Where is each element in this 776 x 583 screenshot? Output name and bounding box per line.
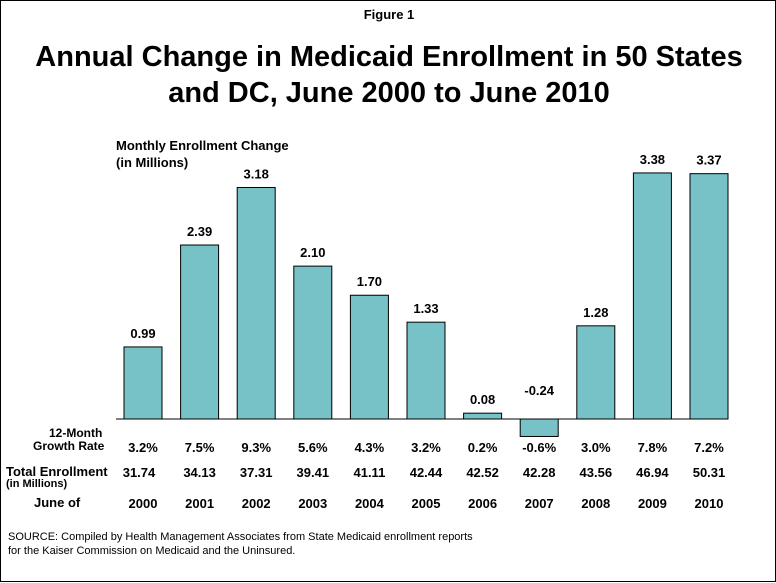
source-note: SOURCE: Compiled by Health Management As… (8, 530, 568, 558)
bar-2008 (576, 325, 616, 420)
growth-rate-2005: 3.2% (411, 440, 441, 455)
total-enrollment-2007: 42.28 (523, 465, 556, 480)
chart-title-line-1: Annual Change in Medicaid Enrollment in … (35, 41, 743, 73)
growth-rate-2008: 3.0% (581, 440, 611, 455)
data-label-2009: 3.38 (640, 152, 665, 167)
bar-2009 (632, 172, 672, 420)
x-tick-2000: 2000 (129, 496, 158, 511)
total-enrollment-2006: 42.52 (466, 465, 499, 480)
data-label-2000: 0.99 (130, 326, 155, 341)
growth-rate-2003: 5.6% (298, 440, 328, 455)
x-tick-2008: 2008 (581, 496, 610, 511)
x-tick-2002: 2002 (242, 496, 271, 511)
total-enrollment-2002: 37.31 (240, 465, 273, 480)
data-label-2001: 2.39 (187, 224, 212, 239)
y-axis-label-line-2: (in Millions) (116, 155, 189, 170)
bar-2007 (519, 418, 559, 437)
data-label-2003: 2.10 (300, 245, 325, 260)
x-tick-2004: 2004 (355, 496, 385, 511)
figure-label: Figure 1 (363, 7, 415, 22)
bar-2004 (349, 294, 389, 420)
x-tick-2003: 2003 (298, 496, 327, 511)
x-tick-2007: 2007 (525, 496, 554, 511)
data-label-2007: -0.24 (524, 383, 554, 398)
data-label-2004: 1.70 (357, 274, 382, 289)
growth-rate-2010: 7.2% (694, 440, 724, 455)
total-enrollment-2001: 34.13 (183, 465, 216, 480)
data-label-2002: 3.18 (244, 166, 269, 181)
growth-rate-label-line-2: Growth Rate (33, 439, 105, 453)
growth-rate-2007: -0.6% (522, 440, 556, 455)
growth-rate-2001: 7.5% (185, 440, 215, 455)
chart-title: Annual Change in Medicaid Enrollment in … (11, 39, 767, 111)
june-of-row-label: June of (34, 495, 81, 510)
bar-2002 (236, 186, 276, 420)
bar-2000 (123, 346, 163, 420)
total-enrollment-2000: 31.74 (123, 465, 156, 480)
data-label-2008: 1.28 (583, 305, 608, 320)
bar-2005 (406, 321, 446, 420)
growth-rate-2002: 9.3% (241, 440, 271, 455)
bar-2001 (180, 244, 220, 420)
x-tick-2009: 2009 (638, 496, 667, 511)
growth-rate-2009: 7.8% (638, 440, 668, 455)
bar-2003 (293, 265, 333, 420)
data-label-2005: 1.33 (413, 301, 438, 316)
data-label-2010: 3.37 (696, 153, 721, 168)
total-enrollment-2003: 39.41 (297, 465, 330, 480)
data-label-2006: 0.08 (470, 392, 495, 407)
bar-2006 (463, 412, 503, 420)
y-axis-label-line-1: Monthly Enrollment Change (116, 138, 289, 153)
source-line-2: for the Kaiser Commission on Medicaid an… (8, 545, 296, 557)
growth-rate-label-line-1: 12-Month (49, 426, 103, 440)
y-axis-label: Monthly Enrollment Change (in Millions) (116, 137, 289, 171)
x-tick-2005: 2005 (412, 496, 441, 511)
x-tick-2006: 2006 (468, 496, 497, 511)
total-enrollment-label-line-1: Total Enrollment (6, 464, 108, 479)
total-enrollment-2004: 41.11 (353, 465, 385, 480)
growth-rate-2006: 0.2% (468, 440, 498, 455)
growth-rate-2000: 3.2% (128, 440, 158, 455)
total-enrollment-label-line-2: (in Millions) (6, 478, 68, 490)
total-enrollment-row-label: Total Enrollment (in Millions) (6, 464, 108, 490)
chart-title-line-2: and DC, June 2000 to June 2010 (168, 77, 610, 109)
growth-rate-row-label: 12-Month Growth Rate (29, 427, 104, 453)
total-enrollment-2008: 43.56 (580, 465, 613, 480)
total-enrollment-2010: 50.31 (693, 465, 726, 480)
growth-rate-2004: 4.3% (355, 440, 385, 455)
x-tick-2010: 2010 (695, 496, 724, 511)
x-tick-2001: 2001 (185, 496, 214, 511)
bar-2010 (689, 173, 729, 420)
total-enrollment-2005: 42.44 (410, 465, 443, 480)
total-enrollment-2009: 46.94 (636, 465, 669, 480)
source-line-1: SOURCE: Compiled by Health Management As… (8, 531, 473, 543)
